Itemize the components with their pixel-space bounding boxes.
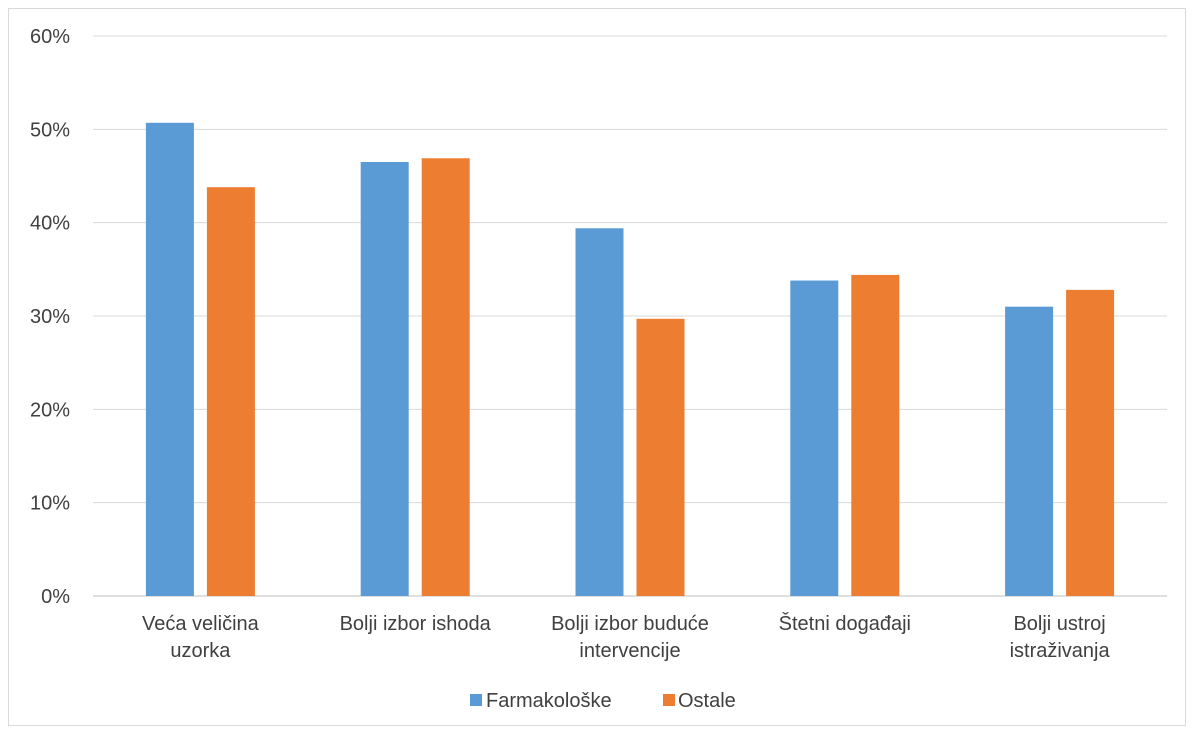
bar-ostale-4 [1066,289,1115,596]
bar-ostale-2 [636,318,685,596]
y-axis-ticks: 0% 10% 20% 30% 40% 50% 60% [30,26,70,608]
x-category-label: Bolji izbor buduće [551,613,709,635]
legend-swatch [663,694,675,706]
x-category-label: intervencije [579,640,680,662]
bar-ostale-0 [206,187,255,596]
y-tick-label: 0% [41,586,70,608]
y-tick-label: 60% [30,26,70,48]
y-tick-label: 10% [30,493,70,515]
bar-farmakolo-ke-1 [360,162,409,596]
x-axis-labels: Veća veličina uzorka Bolji izbor ishoda Bol… [142,612,1110,662]
bar-ostale-1 [421,158,470,596]
x-category-label: Bolji izbor ishoda [340,613,492,635]
legend-label: Ostale [678,690,736,712]
legend-swatch [470,694,482,706]
bars [145,122,1115,597]
x-category-label: Bolji ustroj [1013,613,1105,635]
bar-farmakolo-ke-3 [790,280,839,596]
y-tick-label: 30% [30,306,70,328]
x-category-label: Štetni događaji [779,612,911,635]
x-category-label: istraživanja [1010,640,1111,662]
gridlines [93,35,1167,597]
bar-farmakolo-ke-4 [1005,306,1054,596]
y-tick-label: 20% [30,399,70,421]
y-tick-label: 40% [30,213,70,235]
bar-farmakolo-ke-2 [575,228,624,596]
legend-label: Farmakološke [486,690,612,712]
bar-farmakolo-ke-0 [145,122,194,597]
x-category-label: uzorka [170,640,231,662]
x-category-label: Veća veličina [142,613,260,635]
legend: Farmakološke Ostale [470,690,736,712]
y-tick-label: 50% [30,119,70,141]
bar-ostale-3 [851,274,900,596]
